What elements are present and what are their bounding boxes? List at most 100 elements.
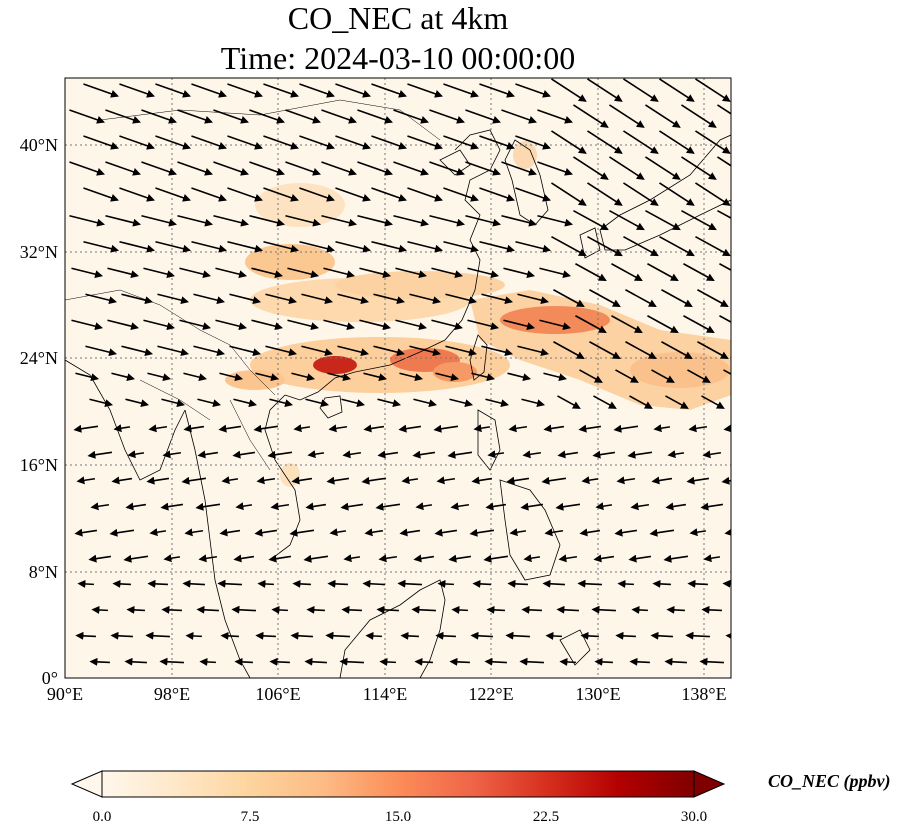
wind-arrow (443, 83, 479, 98)
wind-arrow (377, 398, 402, 408)
wind-arrow (523, 554, 541, 563)
wind-arrow (364, 528, 384, 537)
wind-arrow (289, 528, 315, 537)
wind-arrow (179, 267, 212, 279)
wind-arrow (229, 293, 262, 305)
wind-arrow (220, 631, 239, 640)
wind-arrow (143, 267, 176, 279)
colorbar-gradient (101, 770, 695, 798)
wind-arrow (573, 209, 609, 231)
wind-arrow (479, 135, 515, 150)
wind-arrow (542, 579, 565, 588)
wind-arrow (700, 502, 724, 511)
wind-arrow (328, 424, 348, 433)
wind-arrow (85, 293, 118, 305)
wind-arrow (501, 214, 538, 227)
y-tick-label: 8°N (29, 562, 58, 582)
wind-arrow (299, 83, 335, 98)
wind-arrow (481, 345, 514, 357)
wind-arrow (429, 109, 465, 124)
wind-arrow (306, 605, 325, 614)
wind-arrow (393, 109, 429, 124)
wind-arrow (687, 369, 711, 383)
wind-arrow (159, 657, 184, 666)
wind-arrow (198, 554, 218, 563)
wind-arrow (587, 78, 623, 102)
wind-arrow (661, 289, 693, 308)
wind-arrow (257, 579, 274, 588)
wind-arrow (433, 424, 459, 433)
wind-arrow (75, 372, 100, 382)
wind-arrow (177, 161, 213, 176)
wind-arrow (737, 396, 759, 408)
wind-arrow (335, 83, 371, 98)
wind-arrow (378, 554, 398, 563)
wind-arrow (371, 187, 407, 202)
wind-arrow (327, 579, 348, 588)
wind-arrow (365, 631, 382, 640)
wind-arrow (160, 502, 184, 511)
wind-arrow (630, 502, 650, 511)
wind-arrow (213, 161, 249, 176)
wind-arrow (199, 657, 216, 666)
wind-arrow (469, 528, 495, 537)
wind-arrow (647, 263, 679, 282)
wind-arrow (227, 240, 264, 253)
wind-arrow (121, 293, 154, 305)
wind-arrow (125, 398, 150, 408)
wind-arrow (703, 554, 721, 563)
wind-arrow (731, 131, 765, 153)
wind-arrow (363, 372, 388, 382)
wind-arrow (413, 398, 438, 408)
wind-arrow (357, 109, 393, 124)
wind-arrow (268, 554, 292, 563)
wind-arrow (229, 345, 262, 357)
wind-arrow (577, 579, 602, 588)
wind-arrow (485, 398, 510, 408)
wind-arrow (184, 528, 204, 537)
wind-arrow (443, 135, 479, 150)
wind-arrow (665, 502, 687, 511)
wind-arrow (119, 240, 156, 253)
wind-arrow (733, 342, 763, 359)
wind-arrow (89, 398, 114, 408)
wind-arrow (299, 135, 335, 150)
wind-arrow (623, 78, 659, 102)
wind-arrow (155, 83, 191, 98)
wind-arrow (256, 476, 276, 485)
wind-arrow (725, 631, 731, 640)
wind-arrow (337, 293, 370, 305)
wind-arrow (219, 528, 241, 537)
wind-arrow (645, 156, 681, 180)
wind-arrow (399, 372, 424, 382)
y-tick-label: 16°N (20, 455, 58, 475)
wind-arrow (407, 240, 444, 253)
wind-arrow (681, 209, 717, 231)
wind-arrow (85, 345, 118, 357)
wind-arrow (83, 187, 119, 202)
wind-arrow (343, 554, 361, 563)
wind-arrow (467, 319, 500, 331)
wind-arrow (377, 450, 399, 459)
wind-arrow (293, 424, 311, 433)
wind-arrow (435, 631, 456, 640)
wind-arrow (177, 214, 214, 227)
wind-arrow (263, 83, 299, 98)
wind-arrow (397, 579, 422, 588)
wind-arrow (431, 319, 464, 331)
wind-arrow (235, 502, 253, 511)
wind-arrow (573, 104, 609, 128)
wind-arrow (645, 209, 681, 231)
wind-arrow (161, 605, 182, 614)
wind-arrow (575, 263, 607, 282)
wind-arrow (685, 631, 710, 640)
wind-arrow (126, 605, 145, 614)
wind-arrow (90, 502, 110, 511)
wind-arrow (407, 187, 443, 202)
wind-arrow (733, 290, 763, 307)
wind-arrow (509, 528, 527, 537)
wind-arrow (701, 605, 722, 614)
wind-arrow (191, 240, 228, 253)
y-tick-label: 32°N (20, 242, 58, 262)
wind-arrow (335, 135, 371, 150)
